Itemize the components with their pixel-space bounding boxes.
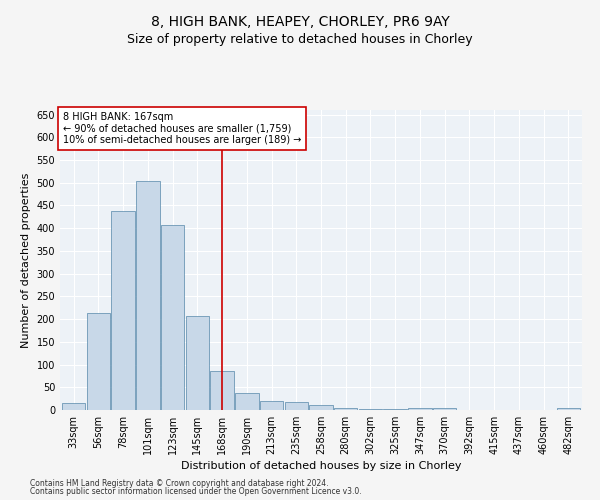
- Text: Contains HM Land Registry data © Crown copyright and database right 2024.: Contains HM Land Registry data © Crown c…: [30, 478, 329, 488]
- Bar: [433, 408, 457, 410]
- Text: Size of property relative to detached houses in Chorley: Size of property relative to detached ho…: [127, 32, 473, 46]
- Bar: [309, 406, 333, 410]
- Bar: [136, 182, 160, 410]
- Bar: [383, 409, 407, 410]
- Bar: [210, 372, 234, 410]
- Bar: [185, 316, 209, 410]
- Bar: [334, 408, 358, 410]
- Bar: [260, 401, 283, 410]
- Bar: [557, 408, 580, 410]
- Bar: [235, 392, 259, 410]
- Bar: [112, 212, 135, 410]
- X-axis label: Distribution of detached houses by size in Chorley: Distribution of detached houses by size …: [181, 461, 461, 471]
- Text: Contains public sector information licensed under the Open Government Licence v3: Contains public sector information licen…: [30, 487, 362, 496]
- Bar: [359, 408, 382, 410]
- Y-axis label: Number of detached properties: Number of detached properties: [21, 172, 31, 348]
- Bar: [284, 402, 308, 410]
- Bar: [86, 313, 110, 410]
- Bar: [161, 225, 184, 410]
- Text: 8, HIGH BANK, HEAPEY, CHORLEY, PR6 9AY: 8, HIGH BANK, HEAPEY, CHORLEY, PR6 9AY: [151, 15, 449, 29]
- Text: 8 HIGH BANK: 167sqm
← 90% of detached houses are smaller (1,759)
10% of semi-det: 8 HIGH BANK: 167sqm ← 90% of detached ho…: [62, 112, 301, 144]
- Bar: [408, 408, 432, 410]
- Bar: [62, 403, 85, 410]
